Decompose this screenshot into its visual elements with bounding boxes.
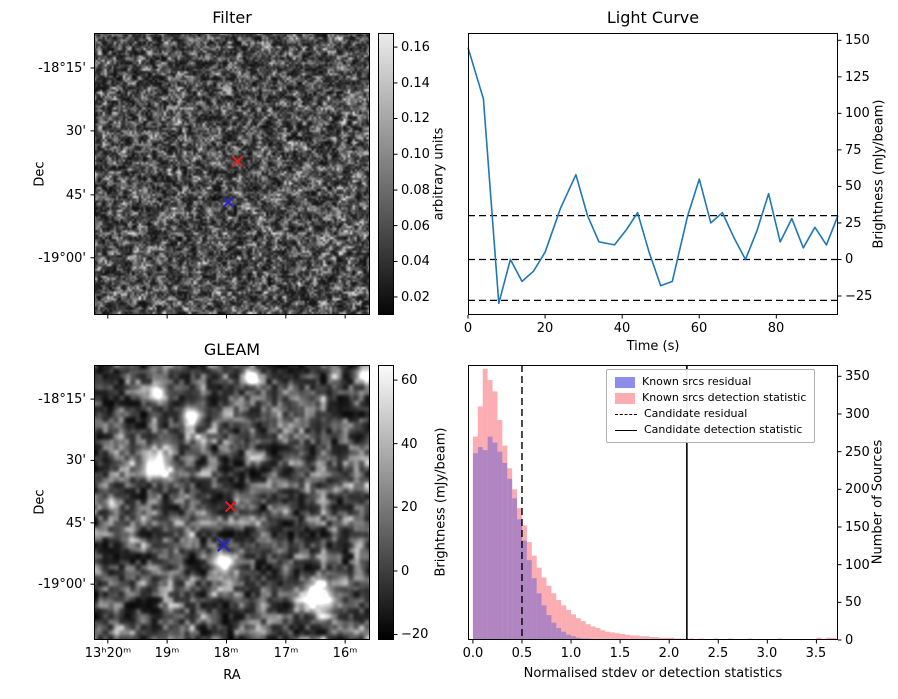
gleam-ytick-0: -18°15' [38, 392, 86, 407]
lightcurve-ytick-7: −25 [845, 289, 873, 304]
lightcurve-ytick-1: 125 [845, 70, 870, 85]
lightcurve-ytick-5: 25 [845, 216, 862, 231]
lightcurve-ytick-2: 100 [845, 106, 870, 121]
gleam-colorbar [378, 365, 394, 640]
lightcurve-ytick-4: 50 [845, 179, 862, 194]
hist-xtick-6: 3.0 [756, 646, 778, 661]
gleam-cbtick-1: 40 [401, 437, 418, 452]
filter-colorbar [378, 33, 394, 315]
gleam-image [94, 365, 370, 640]
solid-line-swatch [615, 429, 637, 431]
legend-label-candidate-detection: Candidate detection statistic [644, 423, 803, 436]
hist-xtick-3: 1.5 [609, 646, 631, 661]
hist-ytick-1: 50 [845, 595, 862, 610]
gleam-ytick-1: 30' [65, 453, 86, 468]
lightcurve-xtick-3: 60 [690, 321, 708, 336]
legend-row-candidate-detection: Candidate detection statistic [615, 422, 806, 438]
lightcurve-ytick-0: 150 [845, 33, 870, 48]
filter-ytick-1: 30' [65, 124, 86, 139]
hist-xlabel: Normalised stdev or detection statistics [523, 666, 783, 681]
hist-xtick-2: 1.0 [560, 646, 582, 661]
filter-colorbar-label: arbitrary units [431, 127, 447, 221]
filter-image [94, 33, 370, 315]
filter-ytick-3: -19°00' [38, 251, 86, 266]
lightcurve-title: Light Curve [606, 8, 700, 27]
hist-ytick-2: 100 [845, 558, 870, 573]
hist-ytick-3: 150 [845, 520, 870, 535]
gleam-cbtick-2: 20 [401, 500, 418, 515]
gleam-cbtick-0: 60 [401, 373, 418, 388]
gleam-title: GLEAM [203, 340, 261, 359]
filter-cbtick-4: 0.08 [401, 183, 430, 198]
lightcurve-ytick-6: 0 [845, 252, 854, 267]
gleam-xtick-1: 19ᵐ [154, 646, 180, 661]
hist-ytick-0: 0 [845, 633, 854, 648]
hist-xtick-0: 0.0 [462, 646, 484, 661]
filter-cbtick-3: 0.10 [401, 147, 430, 162]
lightcurve-xlabel: Time (s) [626, 339, 680, 354]
residual-swatch [615, 376, 635, 388]
gleam-ytick-3: -19°00' [38, 577, 86, 592]
filter-ylabel: Dec [32, 161, 48, 187]
hist-xtick-4: 2.0 [658, 646, 680, 661]
filter-cbtick-0: 0.16 [401, 40, 430, 55]
gleam-ytick-2: 45' [65, 516, 86, 531]
legend-label-candidate-residual: Candidate residual [644, 407, 748, 420]
gleam-xtick-0: 13ʰ20ᵐ [84, 646, 132, 661]
legend: Known srcs residual Known srcs detection… [606, 369, 816, 443]
gleam-xtick-2: 18ᵐ [213, 646, 239, 661]
filter-cbtick-2: 0.12 [401, 111, 430, 126]
hist-ytick-7: 350 [845, 369, 870, 384]
gleam-xtick-3: 17ᵐ [273, 646, 299, 661]
filter-ytick-0: -18°15' [38, 61, 86, 76]
filter-ytick-2: 45' [65, 188, 86, 203]
filter-cbtick-5: 0.06 [401, 219, 430, 234]
legend-row-detection: Known srcs detection statistic [615, 390, 806, 406]
gleam-xtick-4: 16ᵐ [332, 646, 358, 661]
gleam-ylabel: Dec [32, 489, 48, 515]
lightcurve-ylabel: Brightness (mJy/beam) [871, 99, 887, 249]
lightcurve-xtick-1: 20 [536, 321, 554, 336]
dashed-line-swatch [615, 413, 637, 415]
hist-ytick-4: 200 [845, 482, 870, 497]
filter-title: Filter [212, 8, 252, 27]
legend-row-candidate-residual: Candidate residual [615, 406, 806, 422]
filter-cbtick-1: 0.14 [401, 76, 430, 91]
hist-xtick-1: 0.5 [511, 646, 533, 661]
hist-xtick-5: 2.5 [707, 646, 729, 661]
gleam-cbtick-4: −20 [401, 627, 429, 642]
detection-swatch [615, 392, 635, 404]
legend-label-residual: Known srcs residual [642, 375, 752, 388]
legend-label-detection: Known srcs detection statistic [642, 391, 807, 404]
legend-row-residual: Known srcs residual [615, 374, 806, 390]
lightcurve-xtick-4: 80 [767, 321, 785, 336]
lightcurve-xtick-0: 0 [463, 321, 473, 336]
gleam-cbtick-3: 0 [401, 564, 410, 579]
gleam-colorbar-label: Brightness (mJy/beam) [433, 427, 449, 577]
hist-ytick-6: 300 [845, 407, 870, 422]
filter-cbtick-7: 0.02 [401, 290, 430, 305]
filter-cbtick-6: 0.04 [401, 254, 430, 269]
hist-xtick-7: 3.5 [805, 646, 827, 661]
lightcurve-xtick-2: 40 [613, 321, 631, 336]
hist-ylabel: Number of Sources [870, 439, 886, 565]
lightcurve-ytick-3: 75 [845, 143, 862, 158]
gleam-xlabel: RA [223, 668, 241, 683]
hist-ytick-5: 250 [845, 445, 870, 460]
